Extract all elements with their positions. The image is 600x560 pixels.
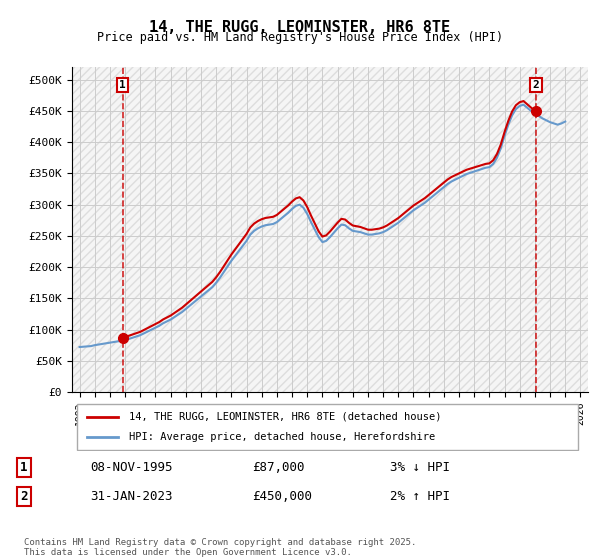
Text: 1: 1 (119, 80, 126, 90)
Text: 14, THE RUGG, LEOMINSTER, HR6 8TE (detached house): 14, THE RUGG, LEOMINSTER, HR6 8TE (detac… (129, 412, 441, 422)
Text: £87,000: £87,000 (252, 461, 305, 474)
Text: HPI: Average price, detached house, Herefordshire: HPI: Average price, detached house, Here… (129, 432, 435, 442)
Text: Price paid vs. HM Land Registry's House Price Index (HPI): Price paid vs. HM Land Registry's House … (97, 31, 503, 44)
Text: 1: 1 (20, 461, 28, 474)
Text: 3% ↓ HPI: 3% ↓ HPI (390, 461, 450, 474)
Text: 14, THE RUGG, LEOMINSTER, HR6 8TE: 14, THE RUGG, LEOMINSTER, HR6 8TE (149, 20, 451, 35)
Text: 2: 2 (533, 80, 539, 90)
FancyBboxPatch shape (77, 404, 578, 450)
Text: 31-JAN-2023: 31-JAN-2023 (90, 490, 173, 503)
Text: 2% ↑ HPI: 2% ↑ HPI (390, 490, 450, 503)
Text: Contains HM Land Registry data © Crown copyright and database right 2025.
This d: Contains HM Land Registry data © Crown c… (24, 538, 416, 557)
Text: 08-NOV-1995: 08-NOV-1995 (90, 461, 173, 474)
Text: 2: 2 (20, 490, 28, 503)
Text: £450,000: £450,000 (252, 490, 312, 503)
